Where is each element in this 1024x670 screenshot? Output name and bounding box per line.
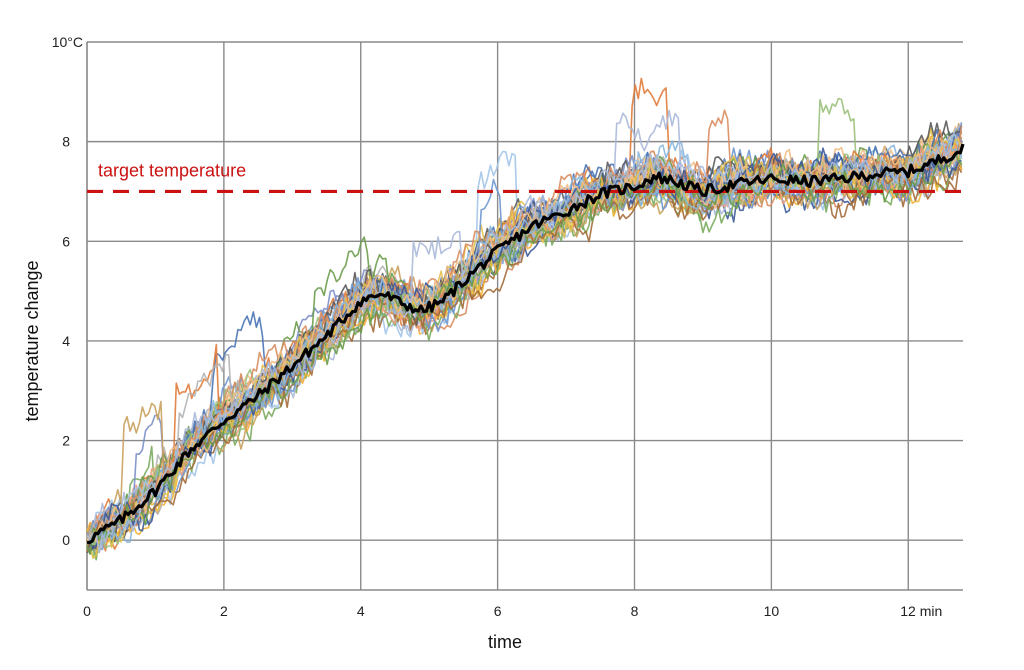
mean-layer [86,143,965,545]
y-tick-label: 2 [62,433,70,449]
x-tick-label: 6 [494,603,502,619]
x-tick-label: 10 [764,603,780,619]
x-axis-label: time [488,632,522,652]
series-layer [86,77,963,561]
y-axis-ticks: 0 2 4 6 8 10°C [52,34,83,548]
y-tick-label: 0 [62,532,70,548]
mean-series-line [86,143,965,545]
series-line [86,131,963,543]
x-axis-ticks: 0 2 4 6 8 10 12 min [83,603,942,619]
series-line [86,109,963,542]
y-tick-label: 6 [62,233,70,249]
y-tick-label: 8 [62,134,70,150]
target-layer: target temperature [87,160,963,194]
y-tick-label: 10°C [52,34,83,50]
series-line [86,142,963,543]
x-tick-label: 4 [357,603,365,619]
plot-frame [86,42,963,591]
target-temperature-label: target temperature [98,160,246,180]
series-line [86,131,963,546]
y-axis-label: temperature change [22,260,42,421]
x-tick-label: 2 [220,603,228,619]
x-tick-label: 12 min [900,603,942,619]
grid [86,41,963,590]
x-tick-label: 8 [631,603,639,619]
series-line [86,77,963,539]
series-line [86,121,963,553]
x-tick-label: 0 [83,603,91,619]
y-tick-label: 4 [62,333,70,349]
